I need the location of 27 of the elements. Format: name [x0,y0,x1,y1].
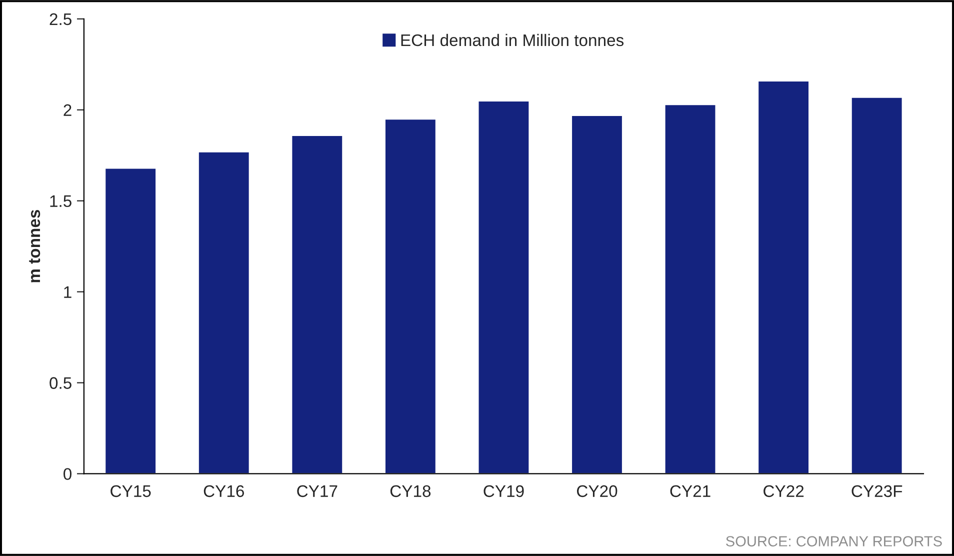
y-tick-label: 2 [64,104,72,116]
bar [477,100,530,474]
bar [850,96,904,474]
y-tick-label: 0.5 [50,377,72,389]
y-tick-label: 1.5 [50,195,72,208]
x-tick-label: CY23F [852,485,902,498]
x-tick-label: CY17 [297,485,338,498]
bar [290,134,344,474]
y-tick-label: 2.5 [50,13,72,26]
bar [104,167,157,474]
y-axis-title: m tonnes [29,210,40,282]
bar [757,80,810,474]
legend-label: ECH demand in Million tonnes [401,34,624,46]
source-note: SOURCE: COMPANY REPORTS [726,536,942,546]
x-tick-label: CY15 [110,485,151,498]
bar [664,104,717,474]
bar [570,114,624,474]
bar [384,118,437,474]
x-tick-label: CY19 [484,485,524,498]
bar [198,151,250,474]
x-tick-label: CY22 [764,485,804,498]
x-tick-label: CY20 [576,485,618,498]
x-tick-label: CY18 [390,485,431,498]
x-tick-label: CY16 [204,485,244,498]
y-tick-label: 0 [64,468,72,480]
y-tick-label: 1 [64,286,72,298]
x-tick-label: CY21 [670,485,710,498]
